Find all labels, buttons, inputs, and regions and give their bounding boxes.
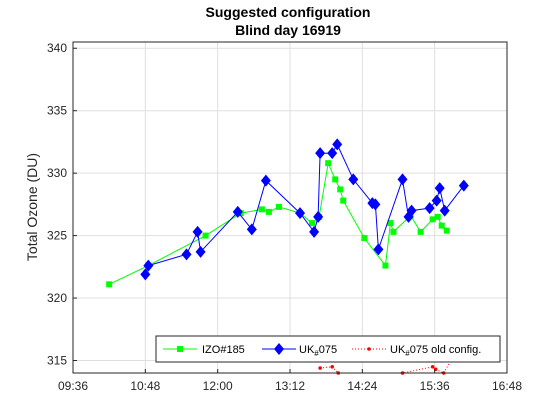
- data-point: [258, 206, 265, 213]
- x-tick-label: 16:48: [492, 379, 522, 393]
- legend-uk-old-suffix: 075 old config.: [410, 344, 482, 356]
- x-tick-label: 12:00: [203, 379, 233, 393]
- x-tick-label: 14:24: [347, 379, 377, 393]
- legend-uk-label: UK#075: [299, 344, 337, 358]
- data-point: [332, 176, 339, 183]
- data-point: [382, 262, 389, 269]
- chart-title: Suggested configuration: [206, 4, 371, 20]
- data-point: [370, 198, 381, 211]
- data-point: [181, 248, 192, 261]
- legend-uk-prefix: UK: [299, 344, 315, 356]
- y-axis-label: Total Ozone (DU): [24, 153, 40, 261]
- data-point: [327, 147, 338, 160]
- x-tick-label: 13:12: [275, 379, 305, 393]
- series-layer: [106, 138, 469, 375]
- x-tick-label: 10:48: [130, 379, 160, 393]
- data-point: [143, 259, 154, 272]
- data-point: [313, 210, 324, 223]
- data-point: [309, 225, 320, 238]
- series-uk-075: [140, 138, 469, 281]
- data-point: [295, 207, 306, 220]
- legend-uk-subscript: #: [314, 349, 319, 358]
- data-point: [202, 232, 209, 239]
- data-point: [361, 235, 368, 242]
- legend: IZO#185 UK#075 UK#075 old config.: [155, 335, 501, 363]
- x-tick-label: 15:36: [420, 379, 450, 393]
- legend-uk-old-marker: [367, 347, 371, 351]
- legend-uk-marker: [274, 343, 284, 355]
- data-point: [340, 197, 347, 204]
- data-point: [309, 220, 316, 227]
- data-point: [431, 194, 442, 207]
- chart-subtitle: Blind day 16919: [235, 22, 341, 38]
- data-point: [390, 228, 397, 235]
- legend-uk-old-subscript: #: [405, 349, 410, 358]
- y-tick-label: 335: [47, 104, 67, 118]
- data-point: [387, 220, 394, 227]
- data-point: [232, 205, 243, 218]
- legend-uk-old-prefix: UK: [390, 344, 406, 356]
- data-point: [424, 202, 435, 215]
- data-point: [373, 243, 384, 256]
- legend-uk-old-label: UK#075 old config.: [390, 344, 481, 358]
- data-point: [332, 138, 343, 151]
- data-point: [348, 173, 359, 186]
- data-point: [140, 268, 151, 281]
- data-point: [246, 223, 257, 236]
- data-point: [443, 227, 450, 234]
- data-point: [260, 174, 271, 187]
- data-point: [265, 208, 272, 215]
- y-tick-label: 315: [47, 354, 67, 368]
- legend-box: [155, 335, 501, 363]
- data-point: [417, 228, 424, 235]
- data-point: [337, 186, 344, 193]
- data-point: [195, 245, 206, 258]
- y-tick-label: 340: [47, 41, 67, 55]
- legend-izo-marker: [177, 346, 183, 352]
- tick-layer: 09:36 10:48 12:00 13:12 14:24 15:36 16:48 315 32…: [47, 41, 522, 393]
- data-point: [325, 160, 332, 167]
- legend-izo-label: IZO#185: [202, 344, 245, 356]
- y-tick-label: 330: [47, 166, 67, 180]
- data-point: [430, 364, 435, 369]
- data-point: [330, 364, 334, 369]
- data-point: [439, 204, 450, 217]
- data-point: [438, 222, 445, 229]
- data-point: [318, 366, 322, 370]
- data-point: [315, 147, 326, 160]
- data-point: [458, 179, 469, 192]
- data-point: [192, 225, 203, 238]
- data-point: [434, 213, 441, 220]
- y-tick-label: 320: [47, 291, 67, 305]
- data-point: [406, 204, 417, 217]
- data-point: [429, 216, 436, 223]
- data-point: [275, 203, 282, 210]
- legend-uk-suffix: 075: [319, 344, 337, 356]
- x-tick-label: 09:36: [58, 379, 88, 393]
- data-point: [106, 281, 113, 288]
- data-point: [397, 173, 408, 186]
- y-tick-label: 325: [47, 229, 67, 243]
- data-point: [434, 182, 445, 195]
